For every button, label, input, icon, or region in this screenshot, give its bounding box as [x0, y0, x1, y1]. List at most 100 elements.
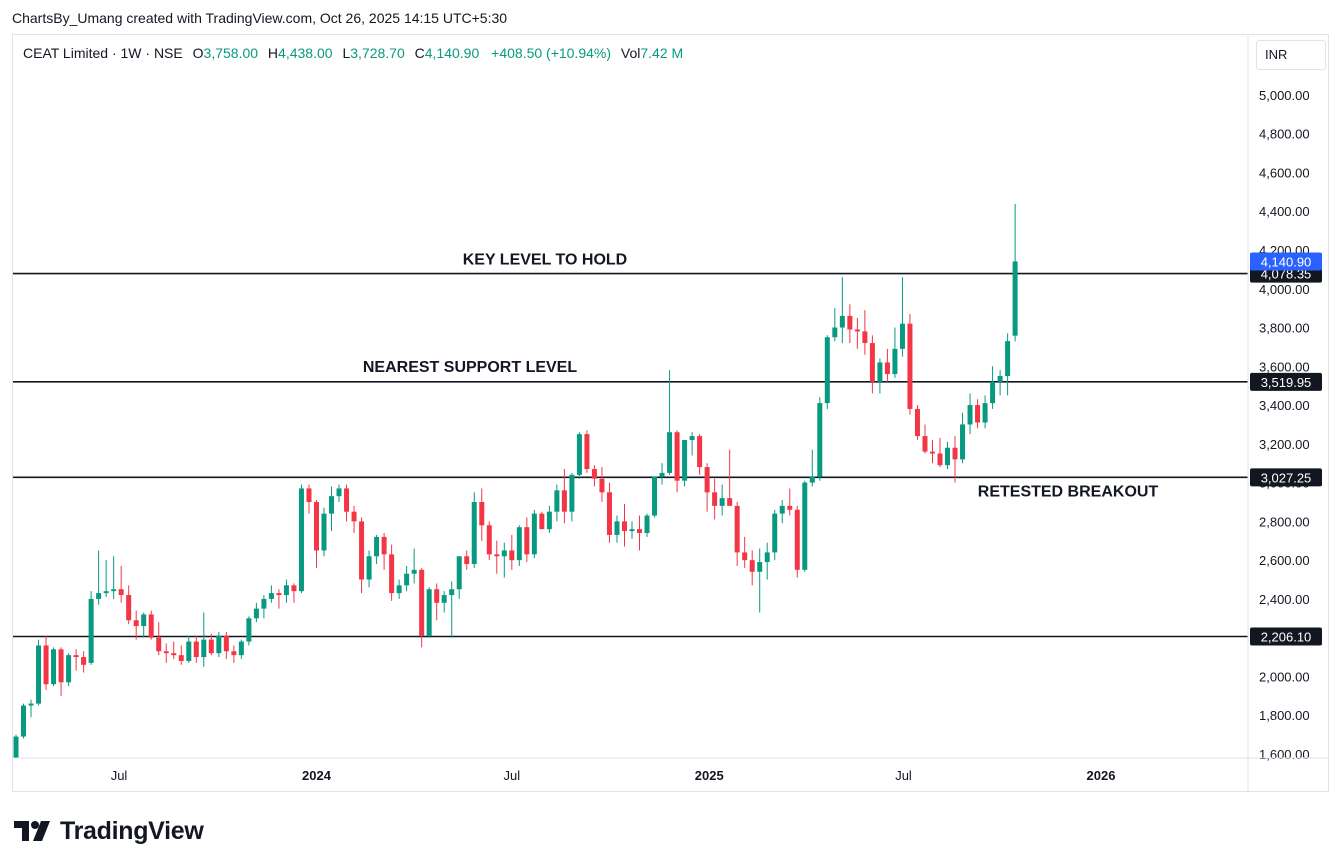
candle-body [223, 635, 229, 652]
candle-body [637, 529, 643, 534]
candle [396, 579, 402, 599]
candle-body [261, 598, 267, 609]
level-annotation-2: RETESTED BREAKOUT [978, 483, 1159, 500]
candle [1012, 203, 1018, 342]
candle [58, 647, 64, 696]
candle-body [359, 521, 365, 580]
level-annotation-0: KEY LEVEL TO HOLD [463, 252, 627, 269]
candle [509, 534, 515, 570]
candle-body [764, 552, 770, 563]
candle-body [193, 641, 199, 658]
candle [374, 534, 380, 565]
candle-body [456, 556, 462, 590]
candle [667, 370, 673, 475]
candle [28, 699, 34, 718]
candle-body [832, 327, 838, 338]
candle [817, 397, 823, 481]
candle-body [449, 589, 455, 596]
candle-body [824, 337, 830, 404]
price-tick-label: 3,200.00 [1259, 437, 1310, 452]
volume-value: 7.42 M [640, 45, 684, 61]
candle [644, 513, 650, 537]
time-tick-label: Jul [503, 768, 520, 783]
candle-body [629, 529, 635, 532]
candle-body [171, 653, 177, 656]
candle-body [374, 536, 380, 557]
candle [937, 438, 943, 468]
candle-body [163, 651, 169, 654]
candle [313, 500, 319, 568]
candle-body [344, 488, 350, 512]
candle [329, 486, 335, 532]
price-tick-label: 4,400.00 [1259, 204, 1310, 219]
candle [238, 639, 244, 660]
candle [862, 310, 868, 355]
candle [899, 277, 905, 357]
candle-body [81, 657, 87, 665]
candle-body [471, 501, 477, 565]
candle-body [306, 488, 312, 502]
candle-body [186, 641, 192, 661]
candle-body [126, 595, 132, 621]
candle-body [516, 527, 522, 561]
currency-selector[interactable]: INR [1256, 40, 1326, 70]
tradingview-logo-icon [14, 821, 50, 841]
candle-body [546, 511, 552, 530]
candle [103, 560, 109, 597]
candle [486, 521, 492, 561]
candle-body [351, 511, 357, 522]
candle-body [479, 501, 485, 526]
candle [516, 525, 522, 566]
candle-body [576, 434, 582, 475]
candle [494, 540, 500, 574]
candle-body [929, 451, 935, 454]
candle-body [621, 521, 627, 532]
candle-body [697, 436, 703, 468]
candle [449, 581, 455, 638]
candle-body [426, 589, 432, 636]
candle-body [779, 505, 785, 514]
candle [291, 583, 297, 603]
level-annotations: KEY LEVEL TO HOLD NEAREST SUPPORT LEVEL RE… [363, 252, 1159, 501]
candle [1005, 333, 1011, 396]
candle-body [103, 591, 109, 594]
candle [43, 635, 49, 691]
candle [426, 587, 432, 638]
candle-body [389, 554, 395, 594]
price-axis: 1,600.001,800.002,000.002,200.002,400.00… [1247, 35, 1310, 791]
level-price-label-1-box [1250, 372, 1322, 391]
price-labels: 4,078.353,519.953,027.252,206.104,140.90 [1250, 252, 1322, 646]
candle [839, 277, 845, 344]
candle-body [291, 585, 297, 592]
candle [787, 488, 793, 516]
candle [734, 501, 740, 566]
candle [36, 639, 42, 706]
close-value: 4,140.90 [424, 45, 480, 61]
candle [697, 434, 703, 475]
candle-body [712, 492, 718, 506]
candle [584, 430, 590, 473]
candle-body [757, 562, 763, 572]
candle [51, 647, 57, 687]
change-value: +408.50 (+10.94%) [491, 45, 612, 61]
candle-body [246, 618, 252, 642]
candle [276, 589, 282, 609]
candle-body [554, 490, 560, 512]
tradingview-logo[interactable]: TradingView [14, 816, 204, 846]
candle-body [509, 550, 515, 561]
candle [629, 521, 635, 539]
candle-body [21, 705, 27, 737]
candle-body [133, 620, 139, 627]
candle-body [73, 655, 79, 658]
candle [404, 565, 410, 592]
low-value: 3,728.70 [350, 45, 405, 61]
candle [779, 500, 785, 524]
candle-body [652, 476, 658, 516]
candle-body [43, 645, 49, 685]
candle-body [614, 521, 620, 535]
price-tick-label: 3,800.00 [1259, 321, 1310, 336]
candle [381, 533, 387, 570]
candle [990, 366, 996, 409]
candle-body [839, 315, 845, 328]
